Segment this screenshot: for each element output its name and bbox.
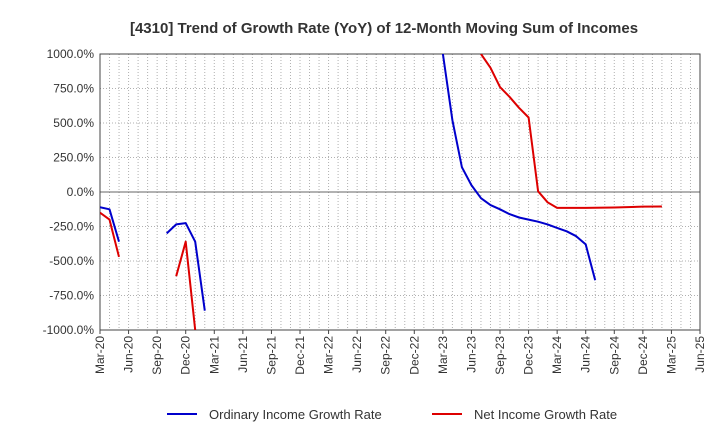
series-line-1-segment bbox=[166, 222, 206, 311]
series-lines bbox=[100, 54, 662, 330]
x-tick-label: Mar-23 bbox=[436, 336, 450, 374]
x-tick-label: Dec-20 bbox=[179, 336, 193, 375]
x-tick-label: Mar-21 bbox=[207, 336, 221, 374]
series-line-2-segment bbox=[175, 240, 197, 330]
legend: Ordinary Income Growth Rate Net Income Gr… bbox=[167, 407, 617, 422]
x-tick-label: Dec-24 bbox=[636, 336, 650, 375]
x-tick-label: Sep-22 bbox=[379, 336, 393, 375]
y-tick-label: -750.0% bbox=[49, 289, 94, 303]
x-tick-label: Mar-20 bbox=[93, 336, 107, 374]
legend-label: Net Income Growth Rate bbox=[474, 407, 617, 422]
series-line-1-segment bbox=[100, 206, 120, 242]
chart-title: [4310] Trend of Growth Rate (YoY) of 12-… bbox=[130, 20, 638, 37]
plot-border bbox=[99, 53, 701, 331]
y-tick-label: -500.0% bbox=[49, 254, 94, 268]
y-tick-label: 0.0% bbox=[67, 185, 95, 199]
x-tick-label: Sep-24 bbox=[607, 336, 621, 375]
x-tick-label: Jun-20 bbox=[122, 336, 136, 373]
legend-label: Ordinary Income Growth Rate bbox=[209, 407, 382, 422]
series-line-2-segment bbox=[100, 211, 120, 258]
x-tick-label: Sep-21 bbox=[264, 336, 278, 375]
x-tick-label: Dec-22 bbox=[407, 336, 421, 375]
x-tick-label: Jun-23 bbox=[464, 336, 478, 373]
y-tick-label: 1000.0% bbox=[47, 47, 95, 61]
series-line-1-segment bbox=[441, 54, 597, 281]
x-tick-label: Jun-25 bbox=[693, 336, 707, 373]
y-axis-tick-labels: 1000.0% 750.0% 500.0% 250.0% 0.0% -250.0% -500… bbox=[43, 47, 95, 337]
grid bbox=[99, 53, 701, 331]
x-tick-label: Jun-24 bbox=[579, 336, 593, 373]
x-tick-label: Jun-22 bbox=[350, 336, 364, 373]
x-tick-label: Mar-22 bbox=[322, 336, 336, 374]
x-tick-label: Jun-21 bbox=[236, 336, 250, 373]
x-axis-tick-labels: Mar-20 Jun-20 Sep-20 Dec-20 Mar-21 Jun-21 Sep-… bbox=[93, 330, 707, 375]
y-tick-label: 500.0% bbox=[53, 116, 94, 130]
x-tick-label: Dec-23 bbox=[522, 336, 536, 375]
x-tick-label: Mar-24 bbox=[550, 336, 564, 374]
x-tick-label: Dec-21 bbox=[293, 336, 307, 375]
x-tick-label: Mar-25 bbox=[664, 336, 678, 374]
y-tick-label: -250.0% bbox=[49, 220, 94, 234]
y-tick-label: -1000.0% bbox=[43, 323, 95, 337]
x-tick-label: Sep-23 bbox=[493, 336, 507, 375]
series-line-2-segment bbox=[480, 54, 662, 209]
y-tick-label: 750.0% bbox=[53, 82, 94, 96]
x-tick-label: Sep-20 bbox=[150, 336, 164, 375]
y-tick-label: 250.0% bbox=[53, 151, 94, 165]
